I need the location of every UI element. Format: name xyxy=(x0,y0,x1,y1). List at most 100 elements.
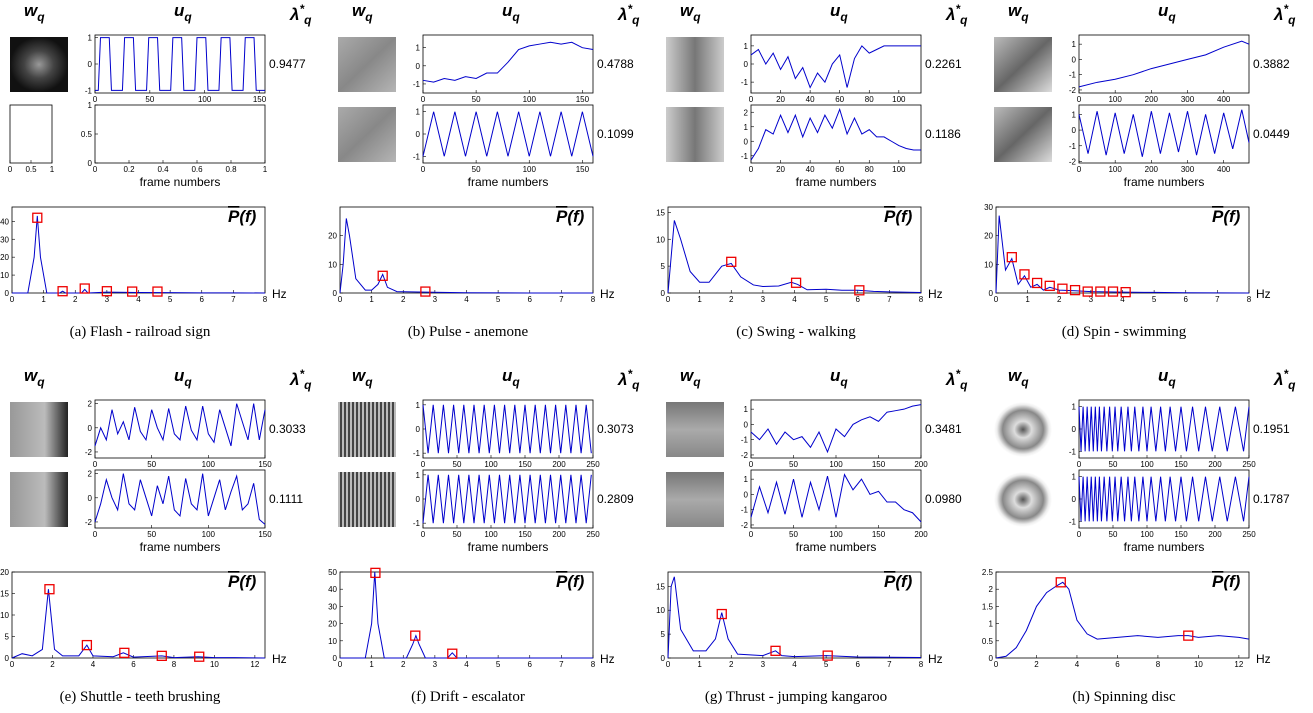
lambda-label: λ*q xyxy=(1273,2,1296,27)
axes-frame xyxy=(995,571,1250,659)
thumbnail xyxy=(338,107,396,162)
y-tick-label: 0 xyxy=(1072,126,1077,135)
u-label: uq xyxy=(174,1,192,24)
x-tick-label: 20 xyxy=(776,165,785,174)
x-tick-label: 0 xyxy=(666,295,671,304)
y-tick-label: 5 xyxy=(5,633,10,642)
x-tick-label: 2 xyxy=(729,660,734,669)
y-tick-label: -2 xyxy=(85,448,93,457)
x-tick-label: 1 xyxy=(1025,295,1030,304)
lambda-value: 0.0980 xyxy=(925,492,962,506)
lambda-label-part: λ xyxy=(945,5,955,24)
x-tick-label: 1 xyxy=(369,660,374,669)
w-label-part: w xyxy=(680,1,695,20)
x-axis-unit: Hz xyxy=(600,287,615,301)
lambda-label-part: λ xyxy=(617,5,627,24)
caption: (e) Shuttle - teeth brushing xyxy=(60,689,221,705)
w-label-part: q xyxy=(693,10,701,24)
peak-marker xyxy=(420,286,431,297)
x-tick-label: 0 xyxy=(749,460,754,469)
thumbnail xyxy=(338,37,396,92)
x-tick-label: 300 xyxy=(1181,95,1195,104)
lambda-value: 0.4788 xyxy=(597,57,634,71)
x-tick-label: 6 xyxy=(528,660,533,669)
w-label-part: q xyxy=(365,10,373,24)
u-label-part: q xyxy=(184,10,192,24)
y-tick-label: -1 xyxy=(741,78,749,87)
y-tick-label: 0 xyxy=(744,60,749,69)
x-tick-label: 3 xyxy=(761,660,766,669)
x-axis-label: frame numbers xyxy=(1124,175,1205,189)
peak-marker xyxy=(1044,280,1055,291)
x-axis-label: frame numbers xyxy=(468,175,549,189)
x-tick-label: 7 xyxy=(887,295,892,304)
lambda-value: 0.3481 xyxy=(925,422,962,436)
w-label-part: w xyxy=(1008,366,1023,385)
spectrum-label: P(f) xyxy=(1212,207,1241,226)
x-tick-label: 200 xyxy=(552,530,566,539)
x-tick-label: 0 xyxy=(338,660,343,669)
x-tick-label: 8 xyxy=(919,660,924,669)
x-tick-label: 12 xyxy=(250,660,259,669)
caption: (b) Pulse - anemone xyxy=(408,324,529,340)
y-tick-label: 1 xyxy=(1072,40,1077,49)
u-label: uq xyxy=(502,366,520,389)
x-tick-label: 100 xyxy=(202,460,216,469)
x-tick-label: 0.4 xyxy=(157,165,169,174)
caption: (c) Swing - walking xyxy=(736,324,856,340)
w-label: wq xyxy=(24,366,45,389)
u-label: uq xyxy=(502,1,520,24)
lambda-label-part: * xyxy=(627,2,633,16)
lambda-label-part: λ xyxy=(617,370,627,389)
x-tick-label: 3 xyxy=(1089,295,1094,304)
y-tick-label: 1 xyxy=(416,401,421,410)
x-tick-label: 0 xyxy=(1077,165,1082,174)
x-tick-label: 6 xyxy=(528,295,533,304)
w-label-part: w xyxy=(352,1,367,20)
signal-line xyxy=(1078,476,1250,522)
peak-marker xyxy=(410,630,421,641)
lambda-label-part: * xyxy=(627,367,633,381)
y-tick-label: 0 xyxy=(88,159,93,168)
x-tick-label: 200 xyxy=(1145,165,1159,174)
spectrum-label: P(f) xyxy=(228,207,257,226)
x-tick-label: 0 xyxy=(8,165,13,174)
axes-frame xyxy=(750,104,922,164)
y-tick-label: -1 xyxy=(741,152,749,161)
x-tick-label: 8 xyxy=(919,295,924,304)
signal-line xyxy=(94,403,266,447)
peak-marker xyxy=(101,286,113,297)
x-tick-label: 3 xyxy=(433,660,438,669)
x-tick-label: 5 xyxy=(824,660,829,669)
x-tick-label: 2 xyxy=(1034,660,1039,669)
axes-frame xyxy=(9,104,53,164)
lambda-value: 0.3033 xyxy=(269,422,306,436)
peak-marker xyxy=(1019,269,1030,280)
x-tick-label: 100 xyxy=(523,95,537,104)
signal-line xyxy=(667,220,922,294)
signal-line xyxy=(1078,406,1250,452)
lambda-label-part: * xyxy=(1283,2,1289,16)
peak-marker xyxy=(726,256,737,267)
y-tick-label: 2 xyxy=(88,400,93,409)
x-tick-label: 7 xyxy=(1215,295,1220,304)
lambda-value: 0.9477 xyxy=(269,57,306,71)
lambda-label-part: q xyxy=(960,13,968,27)
lambda-value: 0.0449 xyxy=(1253,127,1290,141)
y-tick-label: 10 xyxy=(328,637,337,646)
x-tick-label: 100 xyxy=(892,165,906,174)
x-tick-label: 4 xyxy=(91,660,96,669)
peak-marker xyxy=(822,650,833,661)
thumbnail xyxy=(994,472,1052,527)
x-tick-label: 100 xyxy=(892,95,906,104)
caption: (h) Spinning disc xyxy=(1072,689,1176,705)
peak-marker xyxy=(1082,286,1093,297)
x-tick-label: 3 xyxy=(761,295,766,304)
peak-marker xyxy=(1120,286,1131,298)
peak-marker xyxy=(1107,286,1119,297)
x-tick-label: 0 xyxy=(10,660,15,669)
x-tick-label: 4 xyxy=(136,295,141,304)
x-tick-label: 150 xyxy=(872,530,886,539)
w-label-part: q xyxy=(693,375,701,389)
